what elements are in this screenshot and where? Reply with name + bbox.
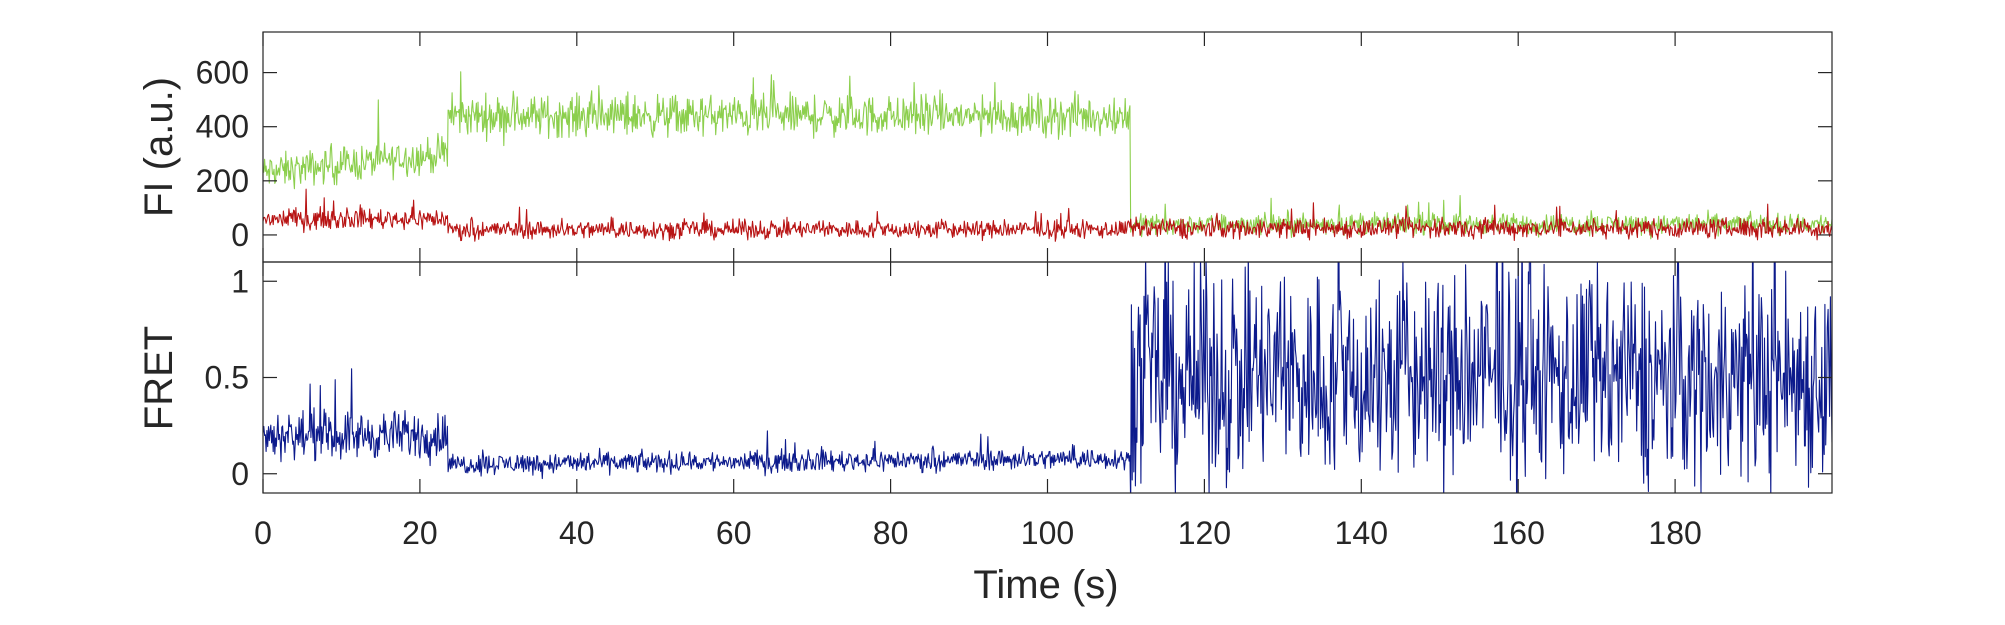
fret-y-tick-label: 1 [231, 263, 249, 299]
fluorescence-y-tick-label: 200 [196, 163, 249, 199]
time-x-tick-label: 180 [1648, 515, 1701, 551]
fret-trace [263, 262, 1832, 493]
time-x-tick-label: 60 [716, 515, 752, 551]
time-x-axis-title: Time (s) [973, 563, 1118, 607]
time-x-tick-label: 80 [873, 515, 909, 551]
time-x-tick-label: 0 [254, 515, 272, 551]
fret-y-axis-title: FRET [137, 326, 181, 430]
fluorescence-green-trace-line [263, 71, 1832, 240]
fret-panel: 00.51 0 20 40 60 80 100 120 140 160 180 FRET Time… [137, 261, 1833, 607]
time-x-tick-label: 100 [1021, 515, 1074, 551]
time-x-tick-label: 20 [402, 515, 438, 551]
time-x-tick-label: 120 [1178, 515, 1231, 551]
time-x-tick-label: 140 [1335, 515, 1388, 551]
fluorescence-red-trace-line [263, 188, 1832, 242]
fluorescence-y-axis-title: FI (a.u.) [137, 77, 181, 217]
fluorescence-y-tick-label: 400 [196, 109, 249, 145]
time-x-ticks: 0 20 40 60 80 100 120 140 160 180 [254, 515, 1702, 551]
fluorescence-traces [263, 71, 1832, 242]
fluorescence-y-tick-label: 600 [196, 55, 249, 91]
fluorescence-y-tick-label: 0 [231, 217, 249, 253]
fret-y-tick-label: 0 [231, 456, 249, 492]
fret-fret-trace-line [263, 262, 1832, 493]
fluorescence-y-ticks: 0 200 400 600 [196, 32, 1832, 262]
fluorescence-panel: 0 200 400 600 FI (a.u.) [137, 31, 1833, 263]
time-x-tick-label: 40 [559, 515, 595, 551]
fret-y-ticks: 00.51 [205, 262, 1832, 493]
fret-y-tick-label: 0.5 [205, 360, 249, 396]
time-x-tick-label: 160 [1492, 515, 1545, 551]
